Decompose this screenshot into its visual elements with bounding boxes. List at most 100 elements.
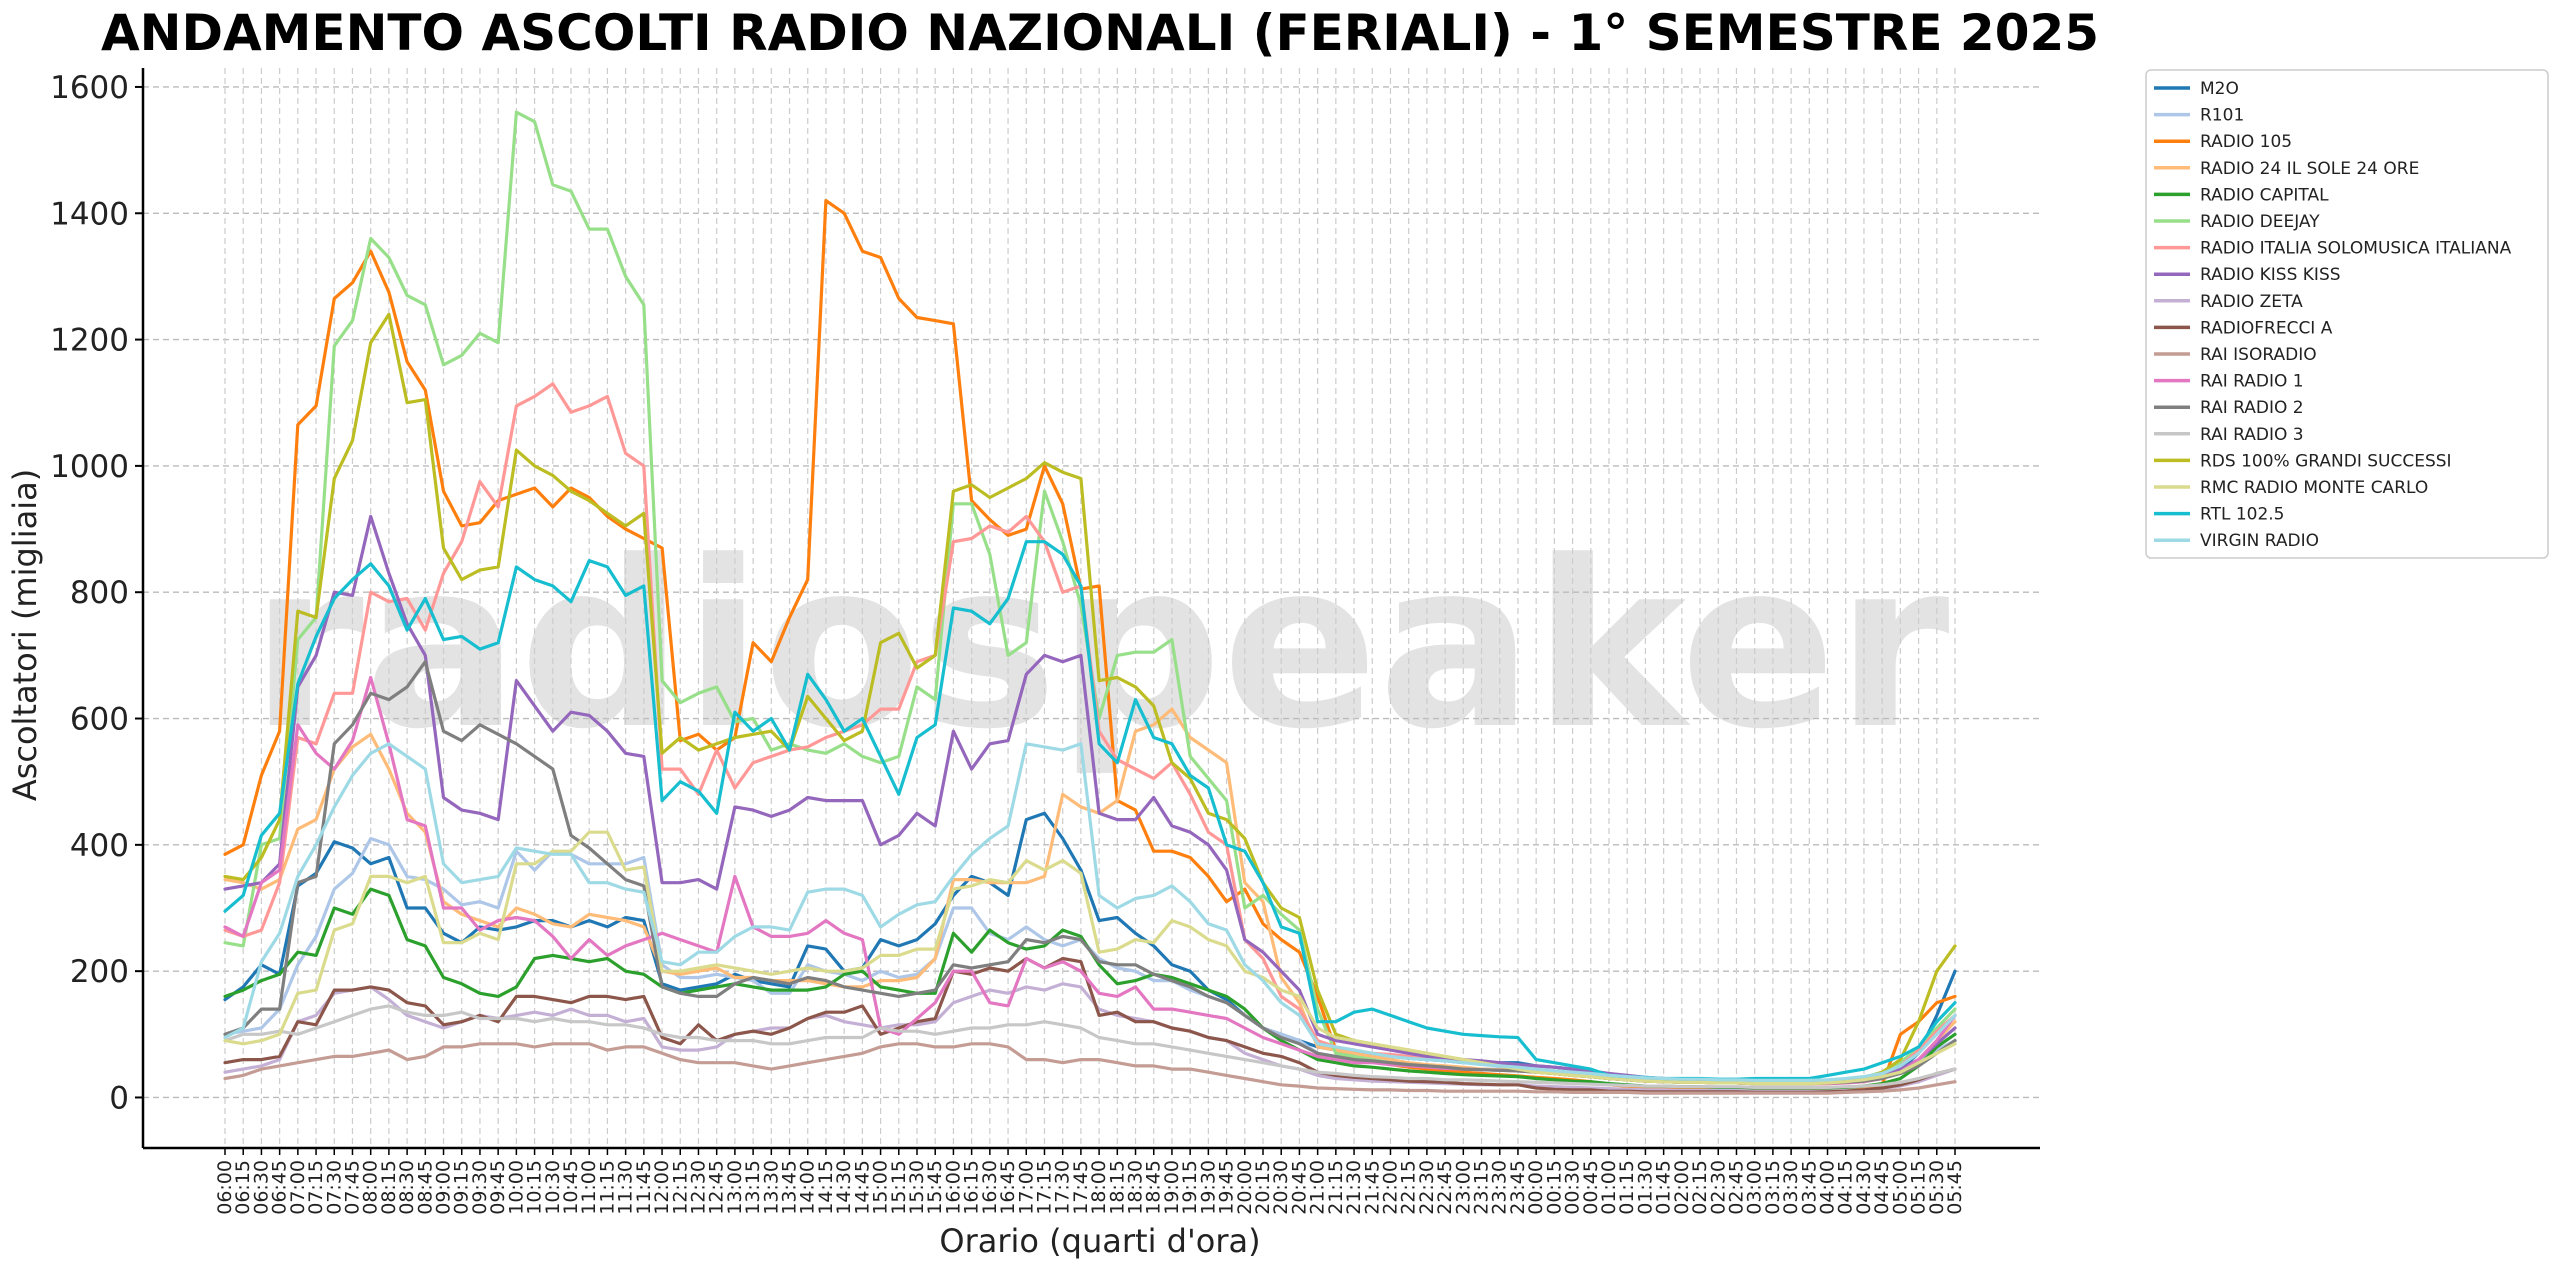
series-line-rmc-radio-monte-carlo [223, 830, 1957, 1086]
x-tick-label: 13:30 [760, 1160, 782, 1215]
x-tick-label: 00:30 [1562, 1160, 1584, 1215]
x-tick-label: 04:15 [1835, 1160, 1857, 1215]
x-tick-label: 02:45 [1725, 1160, 1747, 1215]
x-tick-label: 15:00 [870, 1160, 892, 1215]
x-tick-label: 23:00 [1452, 1160, 1474, 1215]
x-tick-label: 21:15 [1325, 1160, 1347, 1215]
x-tick-label: 17:45 [1070, 1160, 1092, 1215]
x-tick-label: 18:15 [1106, 1160, 1128, 1215]
legend-label: RTL 102.5 [2200, 505, 2285, 525]
x-tick-label: 00:45 [1580, 1160, 1602, 1215]
x-tick-label: 10:15 [524, 1160, 546, 1215]
x-tick-label: 19:30 [1197, 1160, 1219, 1215]
x-tick-label: 01:00 [1598, 1160, 1620, 1215]
x-tick-label: 16:15 [961, 1160, 983, 1215]
legend-label: RAI ISORADIO [2200, 345, 2317, 365]
y-tick-label: 600 [70, 702, 129, 738]
x-tick-label: 04:30 [1853, 1160, 1875, 1215]
y-tick-label: 1200 [50, 323, 129, 359]
x-tick-label: 15:30 [906, 1160, 928, 1215]
y-tick-label: 800 [70, 575, 129, 611]
x-tick-label: 13:45 [779, 1160, 801, 1215]
y-axis-label: Ascoltatori (migliaia) [6, 469, 44, 801]
y-tick-label: 200 [70, 954, 129, 990]
x-tick-label: 05:45 [1944, 1160, 1966, 1215]
x-tick-label: 01:45 [1653, 1160, 1675, 1215]
x-tick-label: 23:30 [1489, 1160, 1511, 1215]
x-tick-label: 07:30 [323, 1160, 345, 1215]
x-tick-label: 11:00 [578, 1160, 600, 1215]
x-tick-label: 20:30 [1270, 1160, 1292, 1215]
legend-box [2145, 69, 2549, 559]
x-tick-label: 16:00 [942, 1160, 964, 1215]
series-line-radio-zeta [223, 982, 1957, 1093]
x-tick-label: 17:15 [1033, 1160, 1055, 1215]
x-tick-label: 06:45 [269, 1160, 291, 1215]
x-tick-label: 18:45 [1143, 1160, 1165, 1215]
x-tick-label: 03:45 [1798, 1160, 1820, 1215]
y-tick-label: 1600 [50, 70, 129, 106]
legend-label: RAI RADIO 3 [2200, 425, 2304, 445]
x-tick-label: 17:30 [1052, 1160, 1074, 1215]
x-tick-label: 03:15 [1762, 1160, 1784, 1215]
x-tick-label: 11:45 [633, 1160, 655, 1215]
x-tick-label: 12:45 [706, 1160, 728, 1215]
x-tick-label: 12:15 [669, 1160, 691, 1215]
x-tick-label: 16:30 [979, 1160, 1001, 1215]
x-tick-label: 19:45 [1216, 1160, 1238, 1215]
x-tick-label: 16:45 [997, 1160, 1019, 1215]
legend-label: RDS 100% GRANDI SUCCESSI [2200, 451, 2452, 471]
x-tick-label: 05:15 [1908, 1160, 1930, 1215]
x-tick-label: 08:15 [378, 1160, 400, 1215]
legend-label: VIRGIN RADIO [2200, 531, 2319, 551]
legend-label: RADIO CAPITAL [2200, 185, 2329, 205]
y-tick-label: 1400 [50, 196, 129, 232]
x-tick-label: 09:45 [487, 1160, 509, 1215]
y-tick-label: 400 [70, 828, 129, 864]
x-tick-label: 22:30 [1416, 1160, 1438, 1215]
x-tick-label: 05:30 [1926, 1160, 1948, 1215]
x-tick-label: 14:30 [833, 1160, 855, 1215]
x-tick-label: 18:30 [1125, 1160, 1147, 1215]
x-tick-label: 06:00 [214, 1160, 236, 1215]
x-tick-label: 08:00 [360, 1160, 382, 1215]
x-tick-label: 02:00 [1671, 1160, 1693, 1215]
x-tick-label: 08:30 [396, 1160, 418, 1215]
x-tick-label: 06:30 [250, 1160, 272, 1215]
x-tick-label: 02:15 [1689, 1160, 1711, 1215]
legend-label: RADIO 24 IL SOLE 24 ORE [2200, 159, 2419, 179]
x-tick-label: 08:45 [414, 1160, 436, 1215]
x-tick-label: 14:15 [815, 1160, 837, 1215]
x-tick-label: 09:15 [451, 1160, 473, 1215]
x-tick-label: 01:15 [1616, 1160, 1638, 1215]
x-tick-label: 06:15 [232, 1160, 254, 1215]
x-tick-label: 00:00 [1525, 1160, 1547, 1215]
legend-label: RADIOFRECCI A [2200, 318, 2333, 338]
chart-title: ANDAMENTO ASCOLTI RADIO NAZIONALI (FERIA… [101, 4, 2099, 62]
x-tick-label: 03:00 [1744, 1160, 1766, 1215]
series-line-rai-isoradio [223, 1042, 1957, 1095]
x-tick-label: 01:30 [1634, 1160, 1656, 1215]
x-tick-label: 15:15 [888, 1160, 910, 1215]
legend-label: RMC RADIO MONTE CARLO [2200, 478, 2428, 498]
legend-label: RAI RADIO 1 [2200, 372, 2304, 392]
x-tick-label: 11:15 [596, 1160, 618, 1215]
legend-label: RADIO KISS KISS [2200, 265, 2341, 285]
x-tick-label: 18:00 [1088, 1160, 1110, 1215]
legend-label: R101 [2200, 106, 2244, 126]
x-tick-label: 09:30 [469, 1160, 491, 1215]
x-tick-label: 10:30 [542, 1160, 564, 1215]
x-tick-label: 21:45 [1361, 1160, 1383, 1215]
x-axis-label: Orario (quarti d'ora) [939, 1222, 1260, 1260]
x-tick-label: 09:00 [433, 1160, 455, 1215]
series-layer [223, 110, 1957, 1095]
x-tick-label: 03:30 [1780, 1160, 1802, 1215]
x-tick-label: 17:00 [1015, 1160, 1037, 1215]
y-tick-label: 0 [109, 1080, 129, 1116]
legend-label: RADIO ITALIA SOLOMUSICA ITALIANA [2200, 239, 2512, 259]
x-tick-label: 07:00 [287, 1160, 309, 1215]
x-tick-label: 14:45 [851, 1160, 873, 1215]
series-line-rai-radio-3 [223, 1004, 1957, 1090]
x-tick-label: 21:00 [1307, 1160, 1329, 1215]
